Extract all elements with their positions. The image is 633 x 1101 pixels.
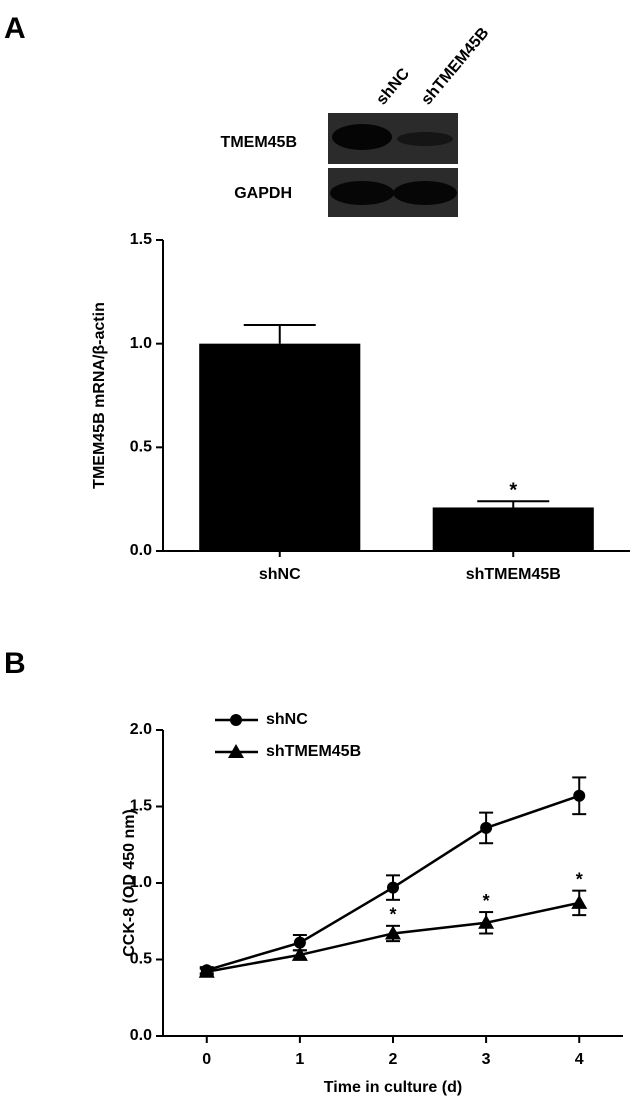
y-tick-label: 1.0 [130,874,152,891]
blot-row-label: TMEM45B [221,134,297,151]
y-tick-label: 0.5 [130,439,152,456]
marker [387,881,399,894]
marker [385,925,401,940]
blot-row-label: GAPDH [234,185,292,202]
marker [573,789,586,802]
lane-label: shTMEM45B [418,24,492,108]
marker [198,963,215,978]
significance: * [576,869,583,889]
x-tick-label: 2 [389,1051,398,1068]
y-axis-label: CCK-8 (OD 450 nm) [121,809,138,957]
marker [291,946,308,961]
x-tick-label: 3 [482,1051,491,1068]
x-tick-label: 4 [575,1051,584,1068]
y-tick-label: 1.5 [130,231,152,248]
x-tick-label: shTMEM45B [466,566,561,583]
legend-label: shNC [266,711,308,728]
x-tick-label: 1 [295,1051,304,1068]
marker [571,894,588,909]
y-tick-label: 2.0 [130,721,152,738]
y-tick-label: 1.5 [130,798,152,815]
marker [478,914,495,929]
marker [480,821,493,834]
x-tick-label: 0 [202,1051,211,1068]
x-tick-label: shNC [259,566,301,583]
legend-label: shTMEM45B [266,743,361,760]
panel-label: B [4,647,26,680]
significance: * [389,905,396,925]
marker [293,936,306,949]
y-axis-label: TMEM45B mRNA/β-actin [91,302,108,489]
y-tick-label: 0.5 [130,951,152,968]
marker [230,714,242,726]
lane-label: shNC [373,65,413,108]
y-tick-label: 1.0 [130,335,152,352]
western-blot [328,113,458,217]
significance: * [483,891,490,911]
bar [199,343,361,551]
panel-label: A [4,12,26,45]
bar [432,507,594,551]
y-tick-label: 0.0 [130,1027,152,1044]
significance: * [509,480,517,502]
y-tick-label: 0.0 [130,542,152,559]
x-axis-label: Time in culture (d) [324,1079,462,1096]
marker [228,744,244,758]
